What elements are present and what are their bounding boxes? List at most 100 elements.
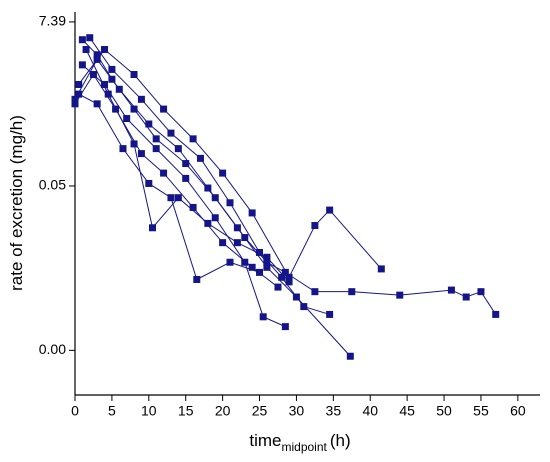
data-point [152,145,160,153]
data-point [233,239,241,247]
data-point [108,65,116,73]
data-point [226,258,234,266]
data-point [75,80,83,88]
data-point [241,258,249,266]
x-tick-label: 40 [362,403,378,419]
data-point [145,120,153,128]
data-point [86,34,94,42]
data-point [174,145,182,153]
x-tick-label: 55 [473,403,489,419]
data-point [167,194,175,202]
data-point [219,239,227,247]
x-tick-label: 50 [436,403,452,419]
data-point [263,253,271,261]
data-point [492,310,500,318]
data-point [174,194,182,202]
y-tick-label: 7.39 [39,13,66,29]
data-point [447,286,455,294]
data-point [130,140,138,148]
data-point [149,224,156,232]
data-point [311,288,319,296]
data-point [462,293,470,301]
data-point [281,268,289,276]
data-point [274,283,282,291]
y-tick-label: 0.05 [39,177,66,193]
x-tick-label: 45 [399,403,415,419]
data-point [278,273,286,281]
data-point [193,275,201,283]
data-point [78,61,86,69]
data-point [101,46,109,54]
x-tick-label: 35 [326,403,342,419]
x-tick-label: 60 [510,403,526,419]
data-point [93,51,101,59]
data-point [130,105,138,113]
x-axis-title: timemidpoint (h) [249,431,350,454]
data-point [152,135,160,143]
data-point [477,288,485,296]
data-point [137,150,145,158]
series-line [89,37,330,315]
data-point [145,179,153,187]
x-tick-label: 5 [108,403,116,419]
data-point [263,258,271,266]
series-line [74,73,279,288]
x-tick-label: 30 [289,403,305,419]
y-tick-label: 0.00 [39,341,66,357]
series-line [78,48,382,279]
data-point [263,263,271,271]
data-point [346,352,354,360]
data-point [248,263,256,271]
data-point [204,219,212,227]
x-tick-label: 10 [141,403,157,419]
data-point [348,288,356,296]
data-point [248,209,256,217]
data-point [259,313,267,321]
data-point [189,135,197,143]
x-tick-label: 15 [178,403,194,419]
data-point [71,95,79,103]
data-point [189,203,197,211]
data-point [300,303,308,311]
data-point [256,248,264,256]
data-point [377,265,385,273]
data-point [101,80,109,88]
data-point [226,199,234,207]
data-point [160,169,168,177]
x-title-main: time [249,431,281,450]
data-point [89,71,97,79]
data-point [130,71,138,79]
x-title-unit: (h) [330,431,351,450]
data-point [326,206,334,214]
data-point [285,278,293,286]
data-point [93,100,101,108]
data-point [182,160,190,168]
data-point [204,184,212,192]
data-point [75,90,83,98]
data-point [211,214,219,222]
data-point [119,145,127,153]
data-point [82,46,90,54]
x-tick-label: 20 [215,403,231,419]
data-point [112,105,120,113]
data-point [285,273,293,281]
series-line [78,93,260,281]
data-point [78,36,86,44]
data-point [196,154,204,162]
data-point [326,310,334,318]
x-tick-label: 0 [71,403,79,419]
data-point [281,323,289,331]
x-title-subscript: midpoint [281,440,327,454]
data-point [233,224,241,232]
data-point [115,85,123,93]
data-point [104,90,112,98]
series-line [74,58,351,357]
x-tick-label: 25 [252,403,268,419]
data-point [123,115,131,123]
data-point [93,55,101,63]
data-point [311,222,319,230]
data-point [71,100,79,108]
y-axis-title: rate of excretion (mg/h) [7,115,26,291]
data-point [160,105,168,113]
